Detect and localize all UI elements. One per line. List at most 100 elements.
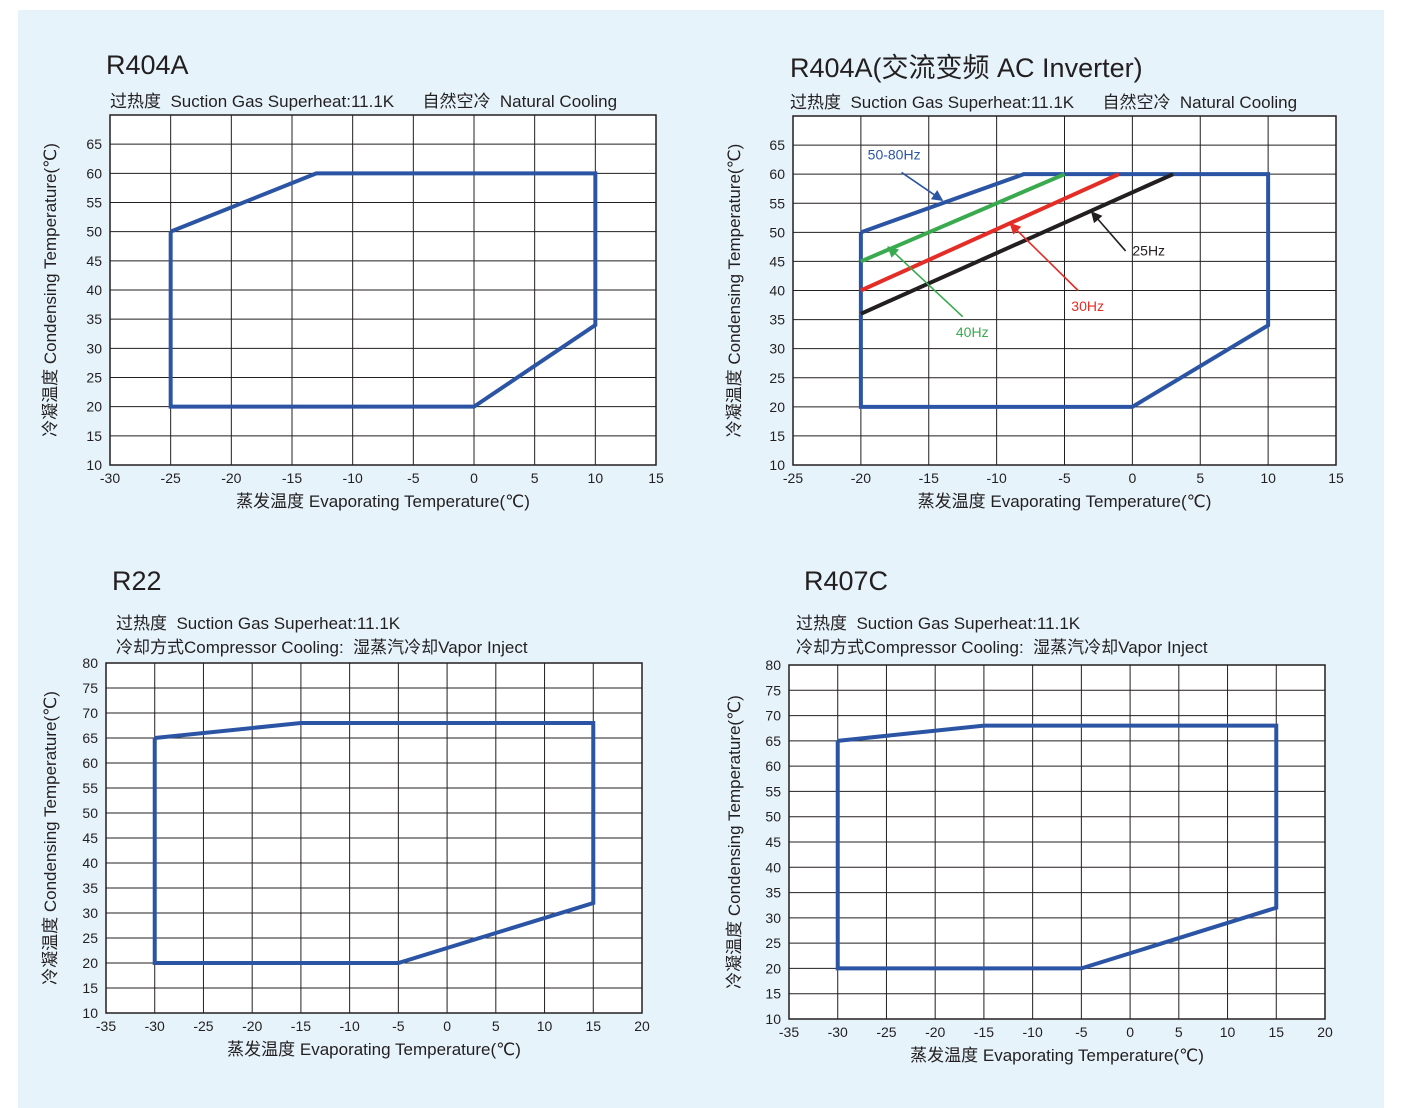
chart-4: -35 -30 -25 -20 -15 -10 -5 0 5 10 15 20 10 15 20 25 30 35… xyxy=(725,566,1333,1065)
y-tick-label: 40 xyxy=(765,859,781,875)
x-tick-label: -15 xyxy=(974,1024,994,1040)
plot-frame xyxy=(105,662,643,1014)
annotation-arrow xyxy=(887,246,964,318)
x-tick-label: 10 xyxy=(1220,1024,1236,1040)
y-tick-label: 10 xyxy=(82,1005,98,1021)
y-tick-label: 20 xyxy=(86,399,102,415)
y-tick-label: 45 xyxy=(82,830,98,846)
chart-title: R22 xyxy=(112,566,162,596)
y-tick-label: 30 xyxy=(769,341,785,357)
x-tick-label: 10 xyxy=(1260,470,1276,486)
y-tick-label: 45 xyxy=(86,253,102,269)
y-tick-label: 10 xyxy=(765,1011,781,1027)
y-tick-label: 55 xyxy=(86,195,102,211)
x-tick-label: 5 xyxy=(492,1018,500,1034)
x-tick-label: -25 xyxy=(876,1024,896,1040)
x-tick-label: -5 xyxy=(1075,1024,1088,1040)
series-50-80hz xyxy=(858,172,1271,409)
x-tick-label: 5 xyxy=(1175,1024,1183,1040)
series-25hz xyxy=(860,172,1174,316)
x-tick-label: -20 xyxy=(925,1024,945,1040)
chart-subtitle: 过热度 Suction Gas Superheat:11.1K 自然空冷 Nat… xyxy=(110,92,617,111)
y-tick-label: 70 xyxy=(82,705,98,721)
y-tick-label: 50 xyxy=(82,805,98,821)
y-tick-label: 35 xyxy=(86,311,102,327)
annotation-label: 30Hz xyxy=(1071,298,1104,314)
annotation-label: 40Hz xyxy=(956,324,989,340)
y-tick-label: 15 xyxy=(86,428,102,444)
y-axis-label: 冷凝温度 Condensing Temperature(℃) xyxy=(41,143,60,437)
y-tick-label: 65 xyxy=(765,733,781,749)
x-tick-label: 15 xyxy=(648,470,664,486)
y-tick-label: 25 xyxy=(769,370,785,386)
x-axis-label: 蒸发温度 Evaporating Temperature(℃) xyxy=(910,1046,1204,1065)
envelope-series xyxy=(168,171,598,409)
series-30hz xyxy=(860,172,1120,293)
y-tick-label: 20 xyxy=(769,399,785,415)
chart-1: -30 -25 -20 -15 -10 -5 0 5 10 15 10 15 20 25 30 35 40 45 5… xyxy=(41,50,664,511)
y-tick-label: 10 xyxy=(769,457,785,473)
annotation-arrow xyxy=(901,171,944,202)
x-tick-label: 20 xyxy=(1317,1024,1333,1040)
chart-title: R404A xyxy=(106,50,189,80)
x-tick-label: -10 xyxy=(343,470,363,486)
y-tick-label: 25 xyxy=(86,370,102,386)
chart-subtitle: 过热度 Suction Gas Superheat:11.1K xyxy=(796,614,1081,633)
annotation-label: 25Hz xyxy=(1132,243,1165,259)
x-axis-label: 蒸发温度 Evaporating Temperature(℃) xyxy=(227,1040,521,1059)
x-tick-label: -15 xyxy=(291,1018,311,1034)
y-tick-label: 35 xyxy=(765,885,781,901)
x-tick-label: -15 xyxy=(282,470,302,486)
x-tick-label: 0 xyxy=(1126,1024,1134,1040)
x-tick-label: -30 xyxy=(828,1024,848,1040)
envelope-series xyxy=(835,723,1279,971)
plot-frame xyxy=(792,115,1337,466)
y-tick-label: 45 xyxy=(765,834,781,850)
x-tick-label: 15 xyxy=(1328,470,1344,486)
x-tick-label: 0 xyxy=(470,470,478,486)
chart-3: -35 -30 -25 -20 -15 -10 -5 0 5 10 15 20 10 15 20 25 30 35… xyxy=(41,566,650,1059)
x-tick-label: -25 xyxy=(193,1018,213,1034)
y-tick-label: 40 xyxy=(82,855,98,871)
x-tick-label: 10 xyxy=(537,1018,553,1034)
y-tick-label: 60 xyxy=(82,755,98,771)
y-tick-label: 15 xyxy=(765,986,781,1002)
plot-frame xyxy=(109,114,657,466)
y-tick-label: 50 xyxy=(769,224,785,240)
x-tick-label: -10 xyxy=(987,470,1007,486)
x-tick-label: -20 xyxy=(221,470,241,486)
y-axis-label: 冷凝温度 Condensing Temperature(℃) xyxy=(725,695,744,989)
chart-subtitle: 过热度 Suction Gas Superheat:11.1K xyxy=(116,614,401,633)
chart-title: R404A(交流变频 AC Inverter) xyxy=(790,53,1143,83)
y-tick-label: 50 xyxy=(86,224,102,240)
chart-title: R407C xyxy=(804,566,888,596)
y-tick-label: 30 xyxy=(86,340,102,356)
x-tick-label: -35 xyxy=(779,1024,799,1040)
y-tick-label: 30 xyxy=(82,905,98,921)
y-tick-label: 60 xyxy=(765,758,781,774)
y-axis-label: 冷凝温度 Condensing Temperature(℃) xyxy=(41,691,60,985)
y-tick-label: 10 xyxy=(86,457,102,473)
y-tick-label: 75 xyxy=(82,680,98,696)
y-tick-label: 20 xyxy=(82,955,98,971)
chart-2: -25 -20 -15 -10 -5 0 5 10 15 10 15 20 25 30 35 40 45 50 55… xyxy=(725,53,1344,511)
y-tick-label: 35 xyxy=(769,312,785,328)
x-tick-label: -30 xyxy=(145,1018,165,1034)
y-tick-label: 50 xyxy=(765,809,781,825)
y-tick-label: 65 xyxy=(86,136,102,152)
y-tick-label: 55 xyxy=(765,783,781,799)
envelope-series xyxy=(152,721,596,965)
y-tick-label: 60 xyxy=(769,166,785,182)
plot-frame xyxy=(788,664,1326,1020)
x-tick-label: 10 xyxy=(588,470,604,486)
y-tick-label: 40 xyxy=(769,283,785,299)
y-axis-label: 冷凝温度 Condensing Temperature(℃) xyxy=(725,144,744,438)
annotation-arrow xyxy=(1090,211,1127,252)
y-tick-label: 30 xyxy=(765,910,781,926)
y-tick-label: 35 xyxy=(82,880,98,896)
x-tick-label: -20 xyxy=(242,1018,262,1034)
annotation-arrow xyxy=(1009,222,1079,292)
x-tick-label: 0 xyxy=(1128,470,1136,486)
x-tick-label: 5 xyxy=(1196,470,1204,486)
x-tick-label: 20 xyxy=(634,1018,650,1034)
